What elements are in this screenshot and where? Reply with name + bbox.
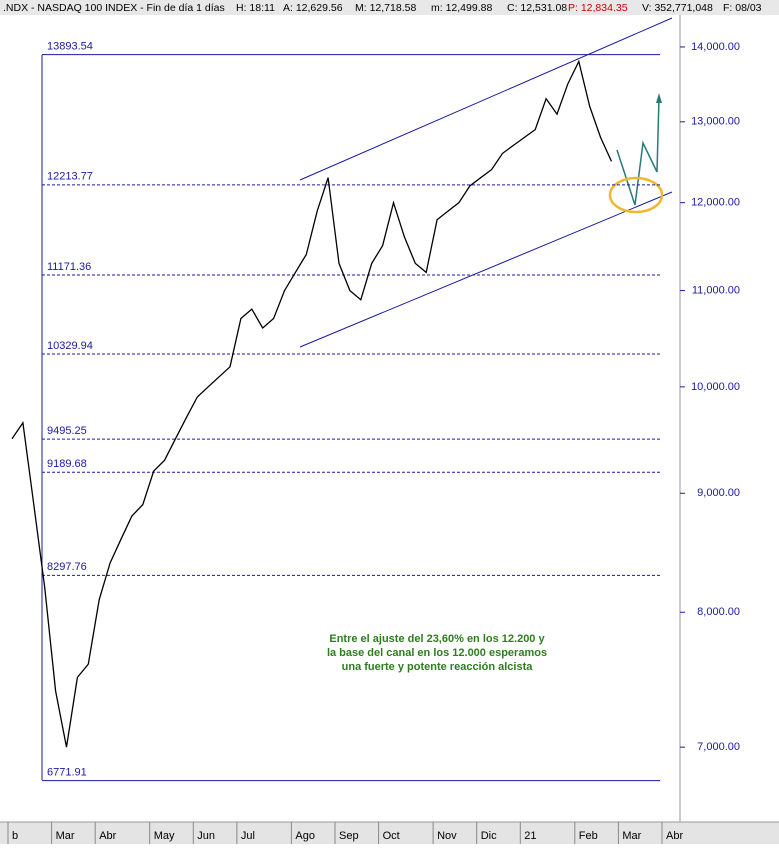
header-field: V: 352,771,048 <box>642 2 713 14</box>
level-label: 8297.76 <box>47 561 87 573</box>
x-tick-label: Mar <box>622 830 641 842</box>
highlight-circle <box>608 176 664 214</box>
x-tick-label: Mar <box>56 830 75 842</box>
x-tick-label: Sep <box>339 830 359 842</box>
x-axis-strip <box>0 822 779 844</box>
x-tick-label: Jun <box>197 830 215 842</box>
annotation-line: una fuerte y potente reacción alcista <box>342 661 534 673</box>
x-tick-label: 21 <box>524 830 536 842</box>
x-tick-label: Jul <box>241 830 255 842</box>
x-tick-label: May <box>154 830 175 842</box>
x-tick-label: b <box>12 830 18 842</box>
header-field: .NDX - NASDAQ 100 INDEX - Fin de día 1 d… <box>3 2 225 14</box>
header-field: F: 08/03 <box>723 2 762 14</box>
level-label: 6771.91 <box>47 767 87 779</box>
level-label: 12213.77 <box>47 171 93 183</box>
header-field: M: 12,718.58 <box>355 2 416 14</box>
annotation-line: Entre el ajuste del 23,60% en los 12.200… <box>329 633 545 645</box>
channel-lower <box>299 191 673 348</box>
header-field: A: 12,629.56 <box>283 2 343 14</box>
header: .NDX - NASDAQ 100 INDEX - Fin de día 1 d… <box>3 2 762 14</box>
level-label: 9189.68 <box>47 458 87 470</box>
projection-arrowhead <box>656 93 662 103</box>
x-tick-label: Ago <box>295 830 315 842</box>
x-tick-label: Feb <box>579 830 598 842</box>
header-field: H: 18:11 <box>236 2 275 14</box>
x-tick-label: Abr <box>99 830 116 842</box>
header-field: C: 12,531.08 <box>507 2 567 14</box>
x-tick-label: Nov <box>437 830 457 842</box>
level-label: 9495.25 <box>47 425 87 437</box>
annotation-line: la base del canal en los 12.000 esperamo… <box>327 647 547 659</box>
level-label: 10329.94 <box>47 340 93 352</box>
y-tick-label: 13,000.00 <box>691 116 740 128</box>
price-line <box>11 59 613 748</box>
y-tick-label: 7,000.00 <box>697 741 740 753</box>
annotation: Entre el ajuste del 23,60% en los 12.200… <box>327 633 547 673</box>
projection-path <box>616 96 660 206</box>
level-label: 13893.54 <box>47 41 93 53</box>
level-label: 11171.36 <box>47 261 91 273</box>
y-tick-label: 8,000.00 <box>697 606 740 618</box>
header-field: P: 12,834.35 <box>568 2 628 14</box>
y-tick-label: 10,000.00 <box>691 381 740 393</box>
y-tick-label: 12,000.00 <box>691 197 740 209</box>
header-field: m: 12,499.88 <box>431 2 492 14</box>
x-tick-label: Dic <box>481 830 497 842</box>
x-tick-label: Abr <box>666 830 683 842</box>
y-tick-label: 14,000.00 <box>691 41 740 53</box>
channel-upper <box>299 17 673 181</box>
x-tick-label: Oct <box>383 830 400 842</box>
y-tick-label: 9,000.00 <box>697 487 740 499</box>
y-tick-label: 11,000.00 <box>692 284 740 296</box>
header-bar <box>0 0 779 15</box>
